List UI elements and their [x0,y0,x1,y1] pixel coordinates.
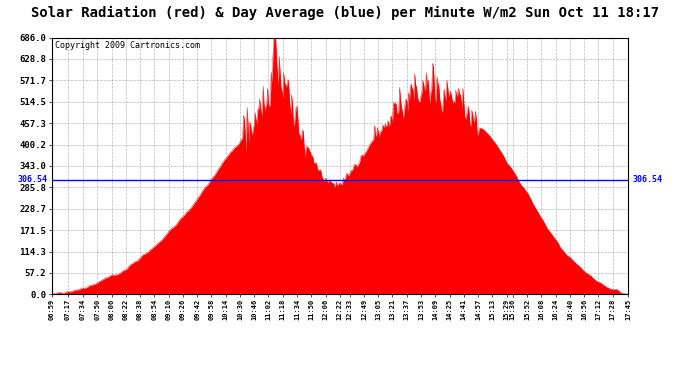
Text: 306.54: 306.54 [632,175,662,184]
Text: Copyright 2009 Cartronics.com: Copyright 2009 Cartronics.com [55,41,199,50]
Text: Solar Radiation (red) & Day Average (blue) per Minute W/m2 Sun Oct 11 18:17: Solar Radiation (red) & Day Average (blu… [31,6,659,20]
Text: 306.54: 306.54 [17,175,48,184]
